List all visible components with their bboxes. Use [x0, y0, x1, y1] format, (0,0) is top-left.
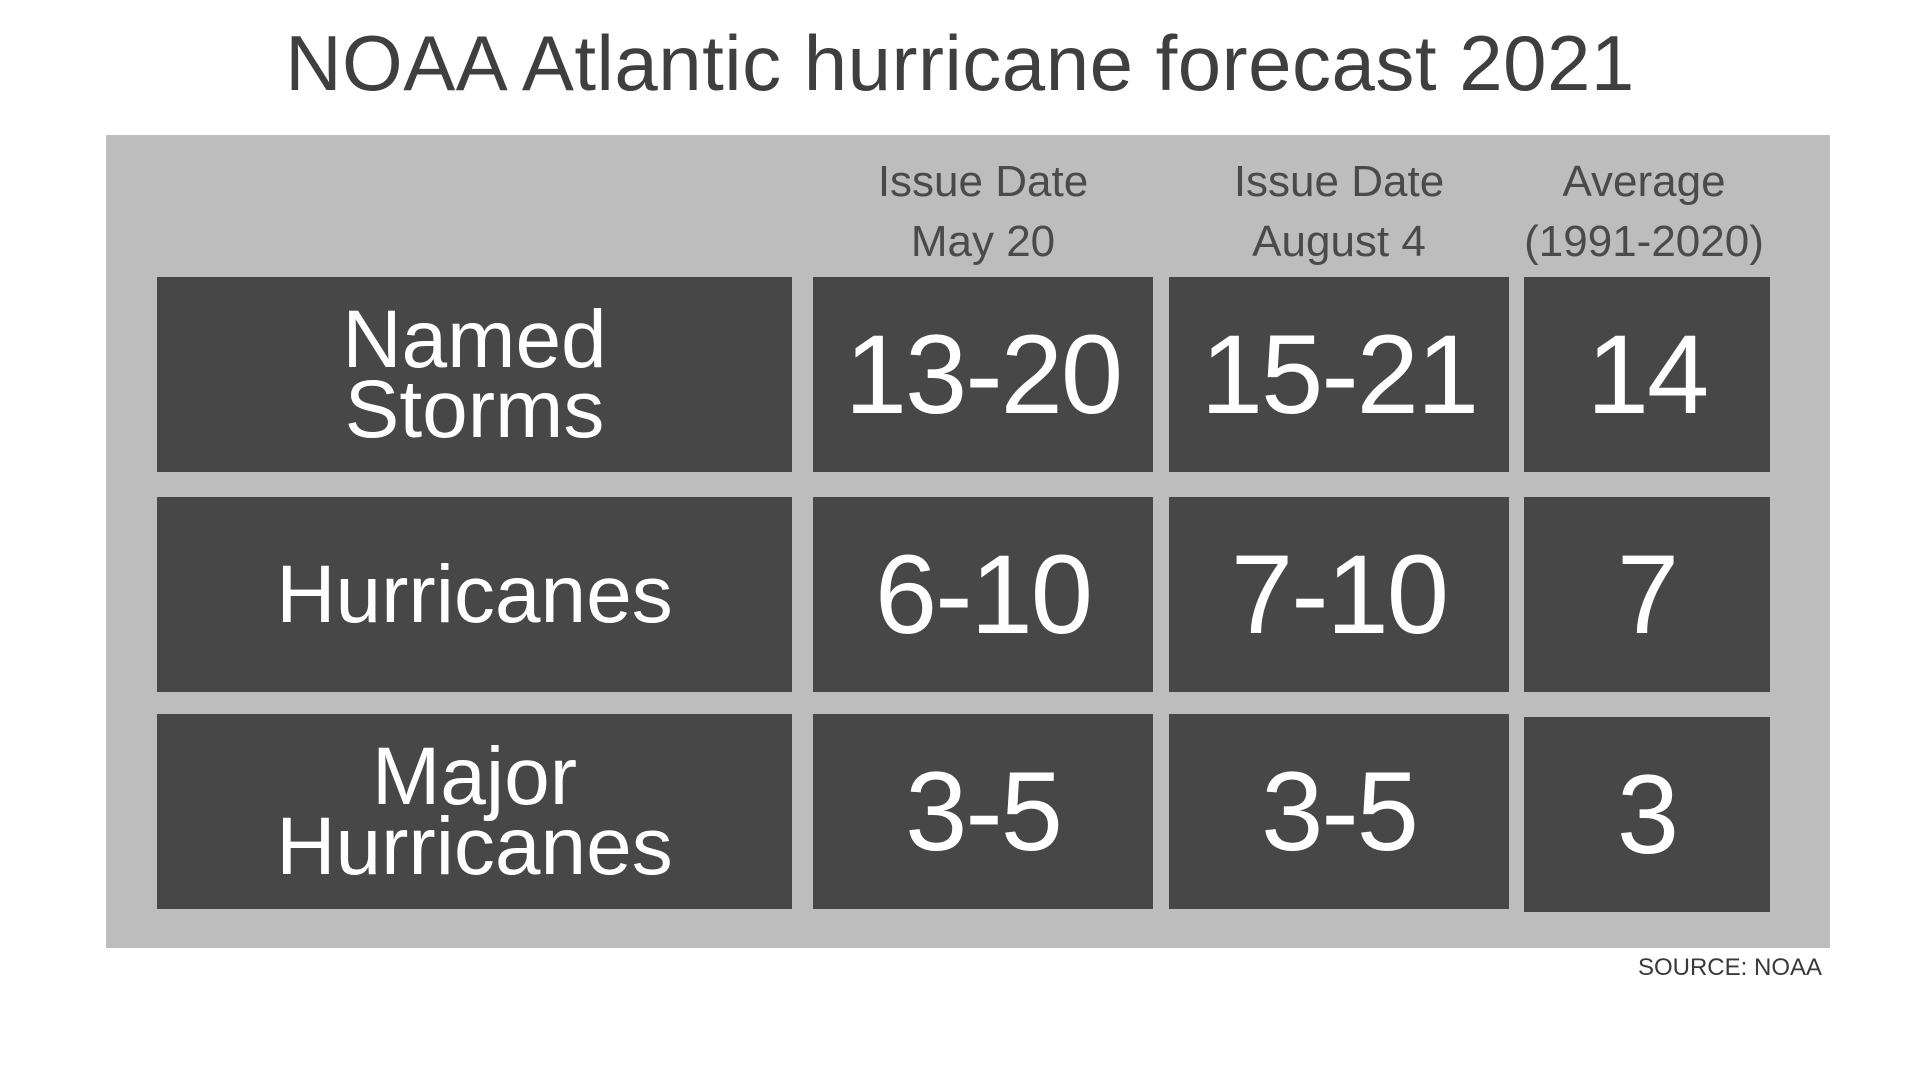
- column-header-line1: Issue Date: [1233, 157, 1445, 206]
- row-label-line1: Major: [371, 730, 578, 822]
- column-header-line2: (1991-2020): [1524, 217, 1764, 266]
- column-header-line2: May 20: [910, 217, 1056, 266]
- table-cell: 7-10: [1169, 497, 1509, 692]
- column-header-august-4: Issue Date August 4: [1169, 152, 1509, 272]
- table-cell: 7: [1524, 497, 1770, 692]
- column-header-line1: Issue Date: [877, 157, 1089, 206]
- row-label-line2: Hurricanes: [276, 800, 673, 892]
- table-cell: 13-20: [813, 277, 1153, 472]
- column-header-line1: Average: [1562, 157, 1726, 206]
- row-label-named-storms: Named Storms: [157, 277, 792, 472]
- table-cell: 6-10: [813, 497, 1153, 692]
- row-label-line1: Hurricanes: [276, 548, 673, 640]
- source-note: SOURCE: NOAA: [1637, 954, 1822, 981]
- table-cell: 3-5: [1169, 714, 1509, 909]
- row-label-hurricanes: Hurricanes: [157, 497, 792, 692]
- table-cell: 3: [1524, 717, 1770, 912]
- column-header-line2: August 4: [1252, 217, 1426, 266]
- column-header-may-20: Issue Date May 20: [813, 152, 1153, 272]
- table-cell: 14: [1524, 277, 1770, 472]
- table-cell: 15-21: [1169, 277, 1509, 472]
- table-cell: 3-5: [813, 714, 1153, 909]
- chart-title: NOAA Atlantic hurricane forecast 2021: [285, 19, 1635, 107]
- row-label-major-hurricanes: Major Hurricanes: [157, 714, 792, 909]
- column-header-average: Average (1991-2020): [1504, 152, 1784, 272]
- row-label-line2: Storms: [344, 363, 605, 455]
- row-label-line1: Named: [342, 293, 607, 385]
